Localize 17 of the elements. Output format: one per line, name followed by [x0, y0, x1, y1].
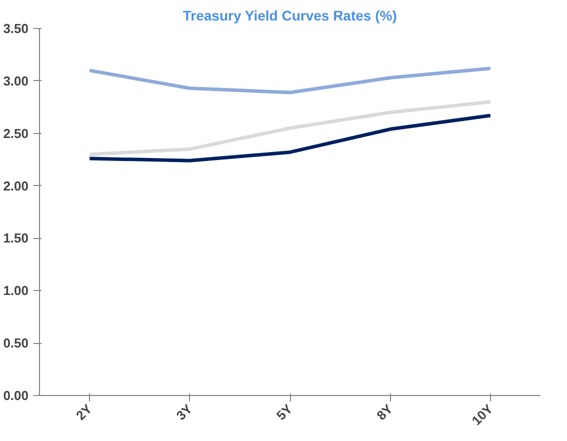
line-series — [88, 114, 492, 162]
y-tick-label: 3.50 — [3, 21, 29, 36]
y-tick-label: 1.00 — [3, 283, 29, 298]
line-series — [88, 100, 492, 156]
x-tick-label: 5Y — [273, 400, 296, 424]
x-tick-label: 10Y — [468, 400, 496, 428]
y-tick-label: 2.00 — [3, 178, 29, 194]
x-tick-label: 2Y — [73, 400, 96, 424]
chart-title: Treasury Yield Curves Rates (%) — [182, 8, 397, 24]
x-tick-label: 3Y — [173, 400, 196, 424]
y-tick-label: 3.00 — [3, 73, 29, 88]
y-tick-label: 0.00 — [3, 388, 29, 403]
y-tick-label: 0.50 — [3, 336, 29, 351]
line-series — [88, 66, 492, 94]
y-tick-label: 2.50 — [3, 126, 29, 141]
x-tick-label: 8Y — [374, 400, 396, 424]
y-tick-label: 1.50 — [3, 230, 29, 246]
